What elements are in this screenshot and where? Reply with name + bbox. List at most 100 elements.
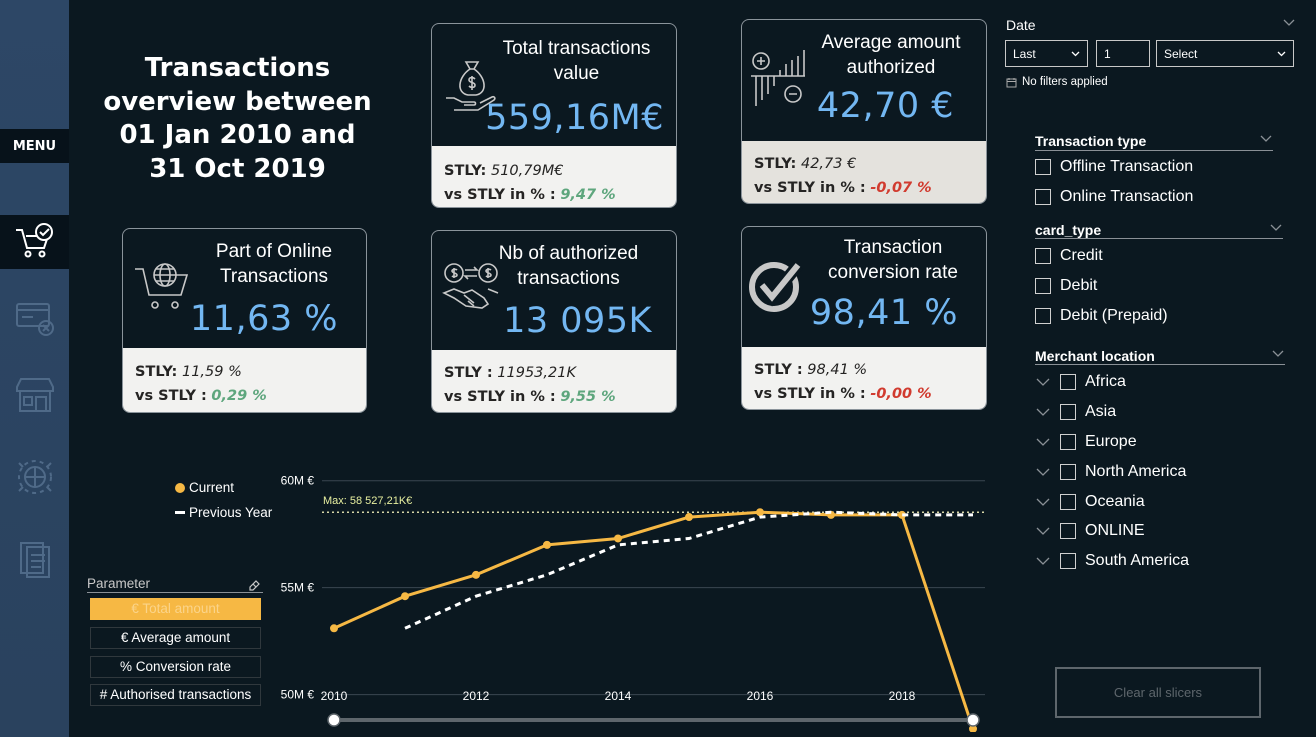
- divider: [1035, 150, 1273, 151]
- nav-declines[interactable]: [0, 290, 69, 344]
- expand-chevron-icon[interactable]: [1035, 556, 1051, 566]
- date-mode-value: Last: [1013, 47, 1036, 61]
- kpi-comparison: STLY : 98,41 % vs STLY in % : -0,00 %: [742, 347, 986, 409]
- chevron-down-icon[interactable]: [1270, 224, 1282, 232]
- date-unit-select[interactable]: Select: [1156, 40, 1294, 67]
- data-point: [543, 540, 551, 549]
- option-label: Africa: [1085, 373, 1126, 390]
- checkbox[interactable]: [1035, 308, 1051, 324]
- x-tick-label: 2016: [747, 689, 774, 703]
- checkbox[interactable]: [1035, 159, 1051, 175]
- chevron-down-icon[interactable]: [1283, 19, 1295, 27]
- chevron-down-icon[interactable]: [1260, 135, 1272, 143]
- checkbox[interactable]: [1035, 278, 1051, 294]
- divider: [1035, 364, 1285, 365]
- data-point: [756, 508, 764, 517]
- merchant-location-option[interactable]: North America: [1035, 463, 1186, 481]
- expand-chevron-icon[interactable]: [1035, 437, 1051, 447]
- clear-all-slicers-button[interactable]: Clear all slicers: [1055, 667, 1261, 718]
- chevron-down-icon[interactable]: [1272, 350, 1284, 358]
- kpi-comparison: STLY: 11,59 % vs STLY : 0,29 %: [123, 348, 366, 412]
- checkbox[interactable]: [1035, 248, 1051, 264]
- merchant-location-title: Merchant location: [1035, 348, 1155, 364]
- merchant-location-option[interactable]: Oceania: [1035, 493, 1145, 511]
- checkmark-circle-icon: [749, 261, 803, 312]
- range-slider-handle[interactable]: [966, 713, 980, 727]
- vs-stly-value: -0,07 %: [870, 180, 932, 196]
- line-chart: 60M € 55M € 50M € 2010 2012 2014 2016 2018 Max: …: [281, 474, 985, 732]
- kpi-label-line: Total transactions: [502, 38, 651, 59]
- parameter-option-conversion-rate[interactable]: % Conversion rate: [90, 656, 261, 678]
- merchant-location-option[interactable]: South America: [1035, 552, 1189, 570]
- range-slider-handle[interactable]: [327, 713, 341, 727]
- date-unit-value: Select: [1164, 47, 1198, 61]
- menu-button[interactable]: MENU: [0, 129, 69, 163]
- kpi-label: Nb of authorized transactions: [481, 241, 656, 291]
- option-label: Debit: [1060, 277, 1098, 294]
- option-label: Europe: [1085, 433, 1137, 450]
- vs-stly-value: 9,55 %: [560, 389, 616, 405]
- merchant-location-option[interactable]: Europe: [1035, 433, 1137, 451]
- chevron-down-icon: [1071, 51, 1080, 57]
- checkbox[interactable]: [1060, 523, 1076, 539]
- checkbox[interactable]: [1060, 404, 1076, 420]
- option-label: Debit (Prepaid): [1060, 307, 1168, 324]
- stly-label: STLY:: [754, 156, 797, 172]
- page-title-line: overview between: [103, 86, 372, 117]
- vs-stly-label: vs STLY :: [135, 388, 207, 404]
- x-tick-label: 2012: [463, 689, 490, 703]
- checkbox[interactable]: [1060, 494, 1076, 510]
- eraser-icon[interactable]: [248, 578, 261, 591]
- legend-label: Previous Year: [189, 505, 273, 520]
- y-tick-label: 60M €: [281, 474, 315, 488]
- kpi-label-line: Transactions: [219, 266, 329, 287]
- max-reference-label: Max: 58 527,21K€: [323, 495, 412, 507]
- checkbox[interactable]: [1060, 374, 1076, 390]
- chevron-down-icon: [1277, 51, 1286, 57]
- merchant-location-option[interactable]: Africa: [1035, 373, 1126, 391]
- vs-stly-value: -0,00 %: [870, 386, 932, 402]
- date-mode-select[interactable]: Last: [1005, 40, 1088, 67]
- expand-chevron-icon[interactable]: [1035, 467, 1051, 477]
- stly-value: 42,73 €: [800, 156, 857, 172]
- series-line-current: [333, 510, 975, 730]
- nav-finance[interactable]: [0, 450, 69, 504]
- card-type-option[interactable]: Credit: [1035, 247, 1103, 265]
- vs-stly-label: vs STLY in % :: [754, 180, 866, 196]
- card-type-title: card_type: [1035, 222, 1102, 238]
- vs-stly-value: 0,29 %: [211, 388, 267, 404]
- expand-chevron-icon[interactable]: [1035, 407, 1051, 417]
- nav-transactions-overview[interactable]: [0, 215, 69, 269]
- stly-value: 11,59 %: [181, 364, 242, 380]
- parameter-option-total-amount[interactable]: € Total amount: [90, 598, 261, 620]
- card-type-option[interactable]: Debit: [1035, 277, 1097, 295]
- nav-documents[interactable]: [0, 532, 69, 586]
- documents-icon: [19, 542, 50, 578]
- merchant-location-option[interactable]: ONLINE: [1035, 522, 1145, 540]
- legend-label: Current: [189, 480, 235, 495]
- checkbox[interactable]: [1060, 464, 1076, 480]
- checkbox[interactable]: [1060, 434, 1076, 450]
- stly-label: STLY :: [444, 365, 493, 381]
- parameter-option-average-amount[interactable]: € Average amount: [90, 627, 261, 649]
- expand-chevron-icon[interactable]: [1035, 377, 1051, 387]
- kpi-label-line: Part of Online: [215, 241, 333, 262]
- parameter-option-authorised-transactions[interactable]: # Authorised transactions: [90, 684, 261, 706]
- date-count-value: 1: [1104, 47, 1111, 61]
- checkbox[interactable]: [1060, 553, 1076, 569]
- expand-chevron-icon[interactable]: [1035, 526, 1051, 536]
- merchant-location-option[interactable]: Asia: [1035, 403, 1116, 421]
- data-point: [614, 534, 622, 543]
- nav-merchants[interactable]: [0, 368, 69, 422]
- side-navigation: MENU: [0, 0, 69, 737]
- data-point: [685, 513, 693, 522]
- data-point: [330, 624, 338, 633]
- card-type-option[interactable]: Debit (Prepaid): [1035, 307, 1168, 325]
- transaction-type-option[interactable]: Online Transaction: [1035, 188, 1193, 206]
- checkbox[interactable]: [1035, 189, 1051, 205]
- date-count-input[interactable]: 1: [1096, 40, 1150, 67]
- parameter-title: Parameter: [87, 576, 151, 591]
- transaction-type-option[interactable]: Offline Transaction: [1035, 158, 1193, 176]
- expand-chevron-icon[interactable]: [1035, 497, 1051, 507]
- kpi-label: Part of Online Transactions: [194, 239, 354, 289]
